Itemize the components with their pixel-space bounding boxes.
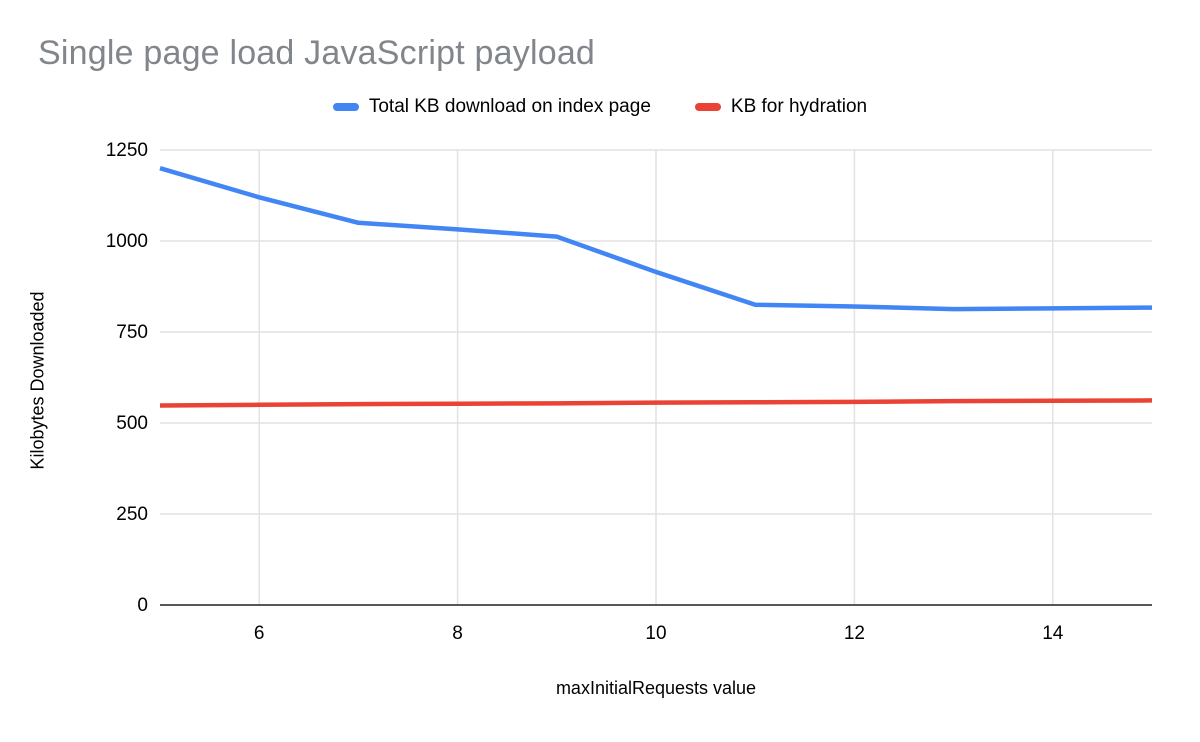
legend-swatch-hydration — [694, 103, 721, 111]
x-tick-label: 12 — [844, 623, 865, 644]
y-tick-label: 0 — [137, 595, 148, 616]
series-line-total-kb — [159, 166, 1153, 312]
y-tick-label: 500 — [116, 413, 148, 434]
legend-swatch-total — [332, 103, 359, 111]
legend-label-hydration: KB for hydration — [730, 96, 868, 117]
y-tick-label: 1000 — [106, 231, 148, 252]
chart-title: Single page load JavaScript payload — [38, 34, 596, 72]
y-tick-label: 250 — [116, 504, 148, 525]
x-axis-title: maxInitialRequests value — [555, 678, 757, 698]
legend-item-hydration[interactable]: KB for hydration — [694, 96, 868, 118]
x-tick-label: 14 — [1042, 623, 1064, 644]
x-tick-label: 8 — [452, 623, 463, 644]
y-axis-title: Kilobytes Downloaded — [27, 291, 48, 470]
series-line-hydration-kb — [159, 398, 1153, 408]
x-tick-label: 6 — [254, 623, 265, 644]
legend-item-total[interactable]: Total KB download on index page — [332, 96, 651, 118]
x-tick-label: 10 — [645, 623, 666, 644]
legend-label-total: Total KB download on index page — [368, 96, 651, 117]
chart-legend: Total KB download on index page KB for h… — [0, 96, 1200, 118]
y-tick-label: 1250 — [106, 140, 148, 161]
y-tick-label: 750 — [116, 322, 148, 343]
